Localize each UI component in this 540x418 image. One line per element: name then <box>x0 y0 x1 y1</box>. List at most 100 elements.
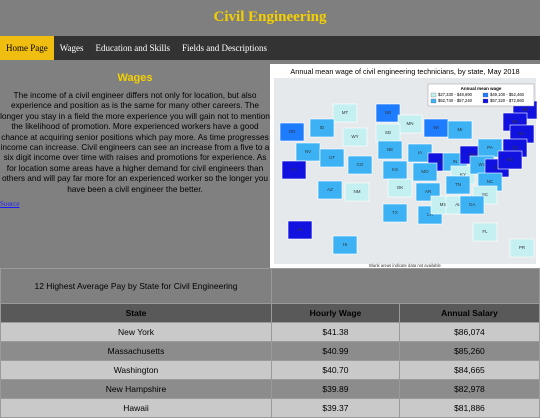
table-cell: $40.99 <box>271 341 400 361</box>
state-label: AL <box>455 202 461 207</box>
state-label: MI <box>458 127 463 132</box>
state <box>472 222 498 242</box>
nav-bar: Home Page Wages Education and Skills Fields… <box>0 36 540 60</box>
state-label: AR <box>425 189 432 194</box>
state <box>412 162 438 182</box>
state-label: NE <box>387 147 393 152</box>
state-label: OK <box>397 185 404 190</box>
table-cell: Washington <box>0 360 272 380</box>
state <box>509 238 535 258</box>
column-header: State <box>0 303 272 323</box>
state-label: PA <box>487 145 493 150</box>
state-label: MN <box>407 121 414 126</box>
state-label: ID <box>320 125 325 130</box>
state <box>319 148 345 168</box>
caption-spacer <box>271 268 540 304</box>
state-label: SC <box>482 192 489 197</box>
state <box>497 150 523 170</box>
nav-link[interactable]: Education and Skills <box>95 43 171 53</box>
table-cell: New Hampshire <box>0 379 272 399</box>
legend-swatch <box>430 92 437 98</box>
state-label: HI <box>343 242 348 247</box>
state-label: UT <box>329 155 335 160</box>
state <box>459 195 485 215</box>
state-label: AZ <box>327 187 333 192</box>
header-row: State Hourly Wage Annual Salary <box>0 303 540 323</box>
state-label: CO <box>357 162 364 167</box>
map-note: Blank areas indicate data not available <box>369 263 441 268</box>
state-label: IL <box>438 159 442 164</box>
legend-box <box>427 83 535 107</box>
nav-link[interactable]: Wages <box>59 43 84 53</box>
table-row: Massachusetts $40.99 $85,260 <box>0 341 540 361</box>
legend-title: Annual mean wage <box>461 86 502 91</box>
state-label: KS <box>392 167 398 172</box>
state-label: WI <box>433 125 439 130</box>
legend-label: $52,740 - $57,240 <box>438 98 473 103</box>
state <box>279 122 305 142</box>
state <box>347 155 373 175</box>
state <box>445 175 471 195</box>
state-label: FL <box>482 229 488 234</box>
page: Civil Engineering Home Page Wages Educatio… <box>0 9 540 418</box>
state-label: ND <box>385 110 392 115</box>
wage-map: Annual mean wage of civil engineering te… <box>270 64 540 268</box>
state <box>287 220 313 240</box>
state-label: SD <box>385 130 392 135</box>
state <box>344 182 370 202</box>
state-label: PR <box>519 245 526 250</box>
table-cell: $81,886 <box>398 398 540 418</box>
state-label: ME <box>522 107 529 112</box>
state-label: VA <box>494 165 500 170</box>
state <box>332 103 358 123</box>
table-cell: $39.37 <box>271 398 400 418</box>
table-cell: Hawaii <box>0 398 272 418</box>
table-cell: $84,665 <box>398 360 540 380</box>
state-label: GA <box>469 202 476 207</box>
state <box>447 120 473 140</box>
state-label: OR <box>289 129 297 134</box>
legend-swatch <box>482 92 489 98</box>
source-link[interactable]: Source <box>0 200 20 209</box>
table-cell: $41.38 <box>271 322 400 342</box>
state-label: MT <box>342 110 349 115</box>
legend-swatch <box>430 98 437 104</box>
state <box>309 118 335 138</box>
nav-link[interactable]: Home Page <box>0 36 54 60</box>
state-label: NV <box>305 149 311 154</box>
nav-link[interactable]: Fields and Descriptions <box>182 43 268 53</box>
table-cell: $40.70 <box>271 360 400 380</box>
article: Wages The income of a civil engineer dif… <box>0 60 270 268</box>
legend-label: $49,100 - $52,460 <box>490 92 525 97</box>
state <box>387 178 413 198</box>
paragraph: The income of a civil engineer differs n… <box>0 90 270 194</box>
state <box>317 180 343 200</box>
state-label: TX <box>392 210 398 215</box>
state <box>377 140 403 160</box>
state <box>332 235 358 255</box>
table-row: New Hampshire $39.89 $82,978 <box>0 379 540 399</box>
table-cell: $39.89 <box>271 379 400 399</box>
table-cell: New York <box>0 322 272 342</box>
table-row: Washington $40.70 $84,665 <box>0 360 540 380</box>
table-row: New York $41.38 $86,074 <box>0 322 540 342</box>
table-cell: Massachusetts <box>0 341 272 361</box>
table-row: Hawaii $39.37 $81,886 <box>0 398 540 418</box>
state-label: LA <box>427 212 433 217</box>
legend-swatch <box>482 98 489 104</box>
table-cell: $82,978 <box>398 379 540 399</box>
state-label: NC <box>487 179 494 184</box>
map-title: Annual mean wage of civil engineering te… <box>290 67 519 76</box>
legend-label: $57,320 - $72,660 <box>490 98 525 103</box>
column-header: Annual Salary <box>398 303 540 323</box>
state-label: OH <box>469 152 476 157</box>
column-header: Hourly Wage <box>271 303 400 323</box>
state <box>342 127 368 147</box>
pay-table: 12 Highest Average Pay by State for Civi… <box>0 268 540 418</box>
state-label: WV <box>478 162 485 167</box>
state-label: WY <box>351 134 358 139</box>
table-cell: $86,074 <box>398 322 540 342</box>
state-label: CA <box>291 167 297 172</box>
caption-row: 12 Highest Average Pay by State for Civi… <box>0 268 540 304</box>
state-label: NJ <box>512 145 518 150</box>
